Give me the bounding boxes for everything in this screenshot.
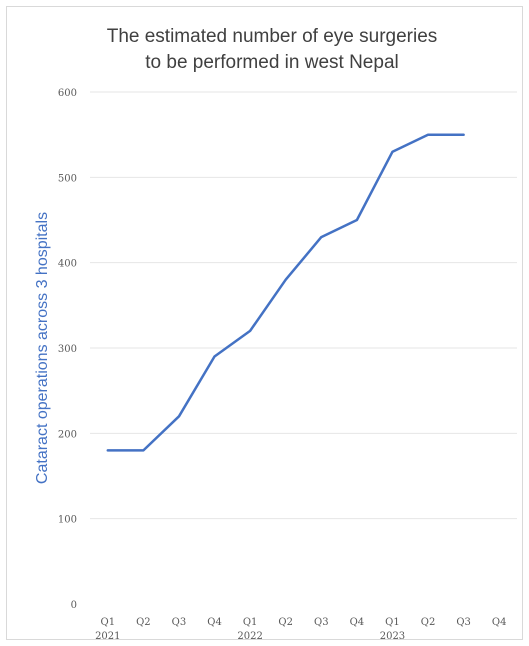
series-group	[106, 133, 465, 452]
x-tick-label: Q3	[172, 617, 187, 628]
y-tick-label: 300	[58, 344, 77, 355]
x-tick-label: Q4	[207, 617, 222, 628]
chart-frame	[6, 6, 523, 640]
y-tick-label: 0	[71, 600, 77, 611]
x-year-label: 2022	[237, 631, 262, 642]
y-tick-label: 600	[58, 88, 77, 99]
gridlines	[90, 91, 517, 520]
x-axis-ticks: Q1 Q2 Q3 Q4 Q1 Q2 Q3 Q4 Q1 Q2 Q3 Q4 2021 2022 2023	[95, 617, 506, 642]
x-year-label: 2023	[380, 631, 405, 642]
x-tick-label: Q2	[278, 617, 293, 628]
y-tick-label: 100	[58, 515, 77, 526]
series-line	[106, 133, 465, 452]
x-tick-label: Q2	[136, 617, 151, 628]
y-tick-label: 200	[58, 429, 77, 440]
x-tick-label: Q1	[385, 617, 400, 628]
x-tick-label: Q1	[243, 617, 258, 628]
x-tick-label: Q1	[101, 617, 116, 628]
x-tick-label: Q3	[456, 617, 471, 628]
x-tick-label: Q3	[314, 617, 329, 628]
y-axis-ticks: 0 100 200 300 400 500 600	[58, 88, 77, 611]
y-axis-label: Cataract operations across 3 hospitals	[34, 212, 51, 484]
chart-title-line-2: to be performed in west Nepal	[145, 52, 398, 73]
y-tick-label: 400	[58, 259, 77, 270]
x-tick-label: Q4	[350, 617, 365, 628]
y-tick-label: 500	[58, 173, 77, 184]
chart-title-line-1: The estimated number of eye surgeries	[107, 26, 438, 47]
x-tick-label: Q4	[492, 617, 507, 628]
x-tick-label: Q2	[421, 617, 436, 628]
x-year-label: 2021	[95, 631, 120, 642]
